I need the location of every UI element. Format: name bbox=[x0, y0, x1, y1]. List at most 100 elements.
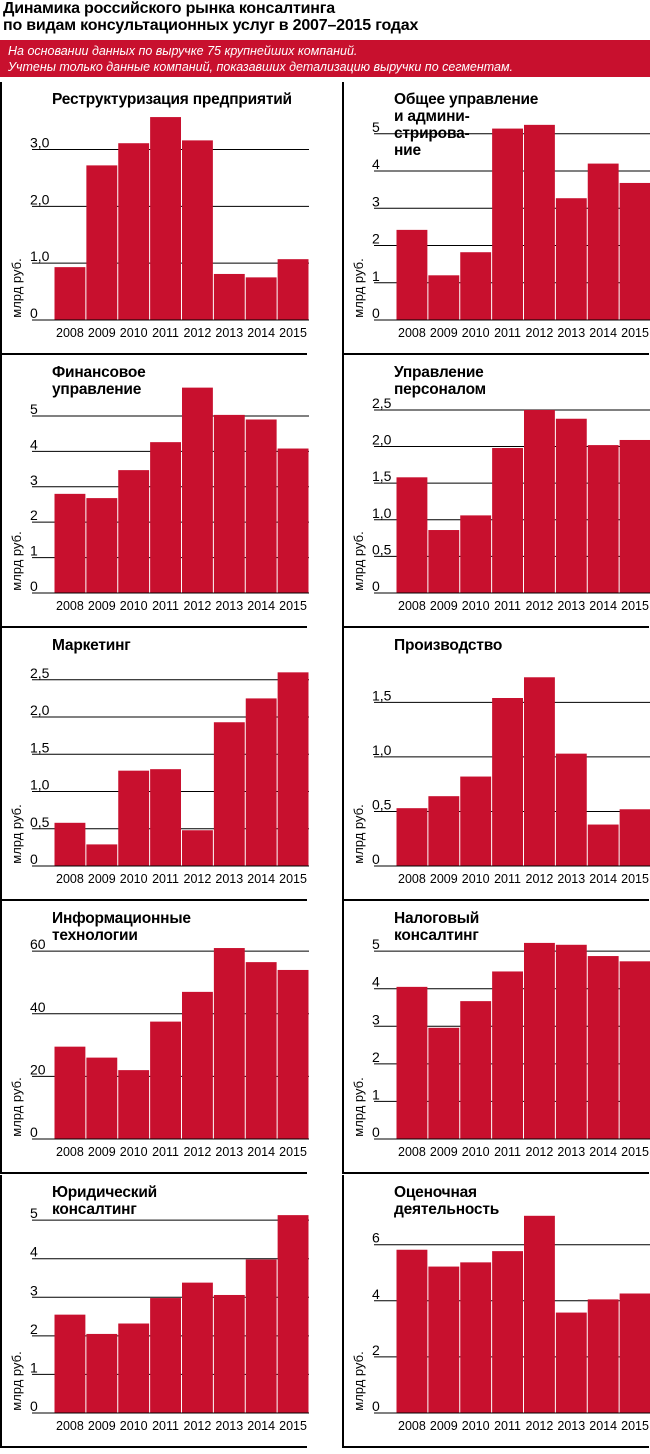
x-tick-label: 2011 bbox=[152, 326, 179, 340]
x-tick-label: 2008 bbox=[398, 1419, 426, 1433]
y-tick-label: 1 bbox=[30, 1359, 38, 1375]
bar-2008 bbox=[396, 986, 428, 1139]
bar-2008 bbox=[396, 808, 428, 866]
x-tick-label: 2013 bbox=[215, 1145, 243, 1159]
y-tick-label: 2,0 bbox=[372, 432, 392, 448]
x-tick-label: 2012 bbox=[526, 599, 554, 613]
chart-panel-9: 0 2 4 6 2008 2009 2010 2011 2012 2013 2014 2015 Оцен… bbox=[342, 1175, 650, 1448]
x-tick-label: 2014 bbox=[247, 872, 275, 886]
x-tick-label: 2011 bbox=[152, 599, 179, 613]
x-tick-label: 2012 bbox=[184, 872, 212, 886]
x-tick-label: 2012 bbox=[184, 599, 212, 613]
bar-2010 bbox=[460, 1001, 492, 1139]
bar-2014 bbox=[587, 445, 619, 593]
x-tick-label: 2011 bbox=[494, 599, 521, 613]
chart-title-line: Юридический bbox=[52, 1184, 157, 1201]
x-tick-label: 2009 bbox=[88, 1419, 116, 1433]
y-axis-label: млрд руб. bbox=[351, 1351, 366, 1411]
y-tick-label: 0,5 bbox=[30, 814, 50, 830]
x-tick-label: 2009 bbox=[88, 872, 116, 886]
chart-title-line: Финансовое bbox=[52, 364, 146, 381]
y-tick-label: 0,5 bbox=[372, 541, 392, 557]
chart-panel-3: 0 0,5 1,0 1,5 2,0 2,5 2008 2009 2010 2011 2012 2013… bbox=[342, 355, 650, 628]
chart-title: Юридический консалтинг bbox=[52, 1184, 292, 1218]
x-tick-label: 2013 bbox=[557, 1419, 585, 1433]
bar-2008 bbox=[54, 267, 86, 320]
chart-title-line: Налоговый bbox=[394, 910, 480, 927]
bar-2010 bbox=[118, 1323, 150, 1413]
y-tick-label: 1,0 bbox=[30, 777, 50, 793]
y-axis-label: млрд руб. bbox=[9, 1351, 24, 1411]
y-tick-label: 1,0 bbox=[372, 505, 392, 521]
chart-title-line: деятельность bbox=[394, 1201, 500, 1218]
x-tick-label: 2009 bbox=[88, 599, 116, 613]
bar-2011 bbox=[150, 1298, 181, 1413]
bar-2009 bbox=[86, 1057, 118, 1139]
chart-title-line: и админи- bbox=[394, 108, 470, 125]
bar-2014 bbox=[587, 956, 619, 1139]
x-tick-label: 2012 bbox=[184, 1145, 212, 1159]
bar-2008 bbox=[54, 1046, 86, 1139]
chart-title-line: персоналом bbox=[394, 381, 486, 398]
y-tick-label: 1,5 bbox=[372, 468, 392, 484]
x-tick-label: 2013 bbox=[215, 599, 243, 613]
x-tick-label: 2012 bbox=[184, 1419, 212, 1433]
bar-2015 bbox=[277, 1215, 309, 1413]
x-tick-label: 2011 bbox=[494, 326, 521, 340]
bar-2011 bbox=[492, 1251, 523, 1413]
bar-2014 bbox=[587, 1299, 619, 1413]
y-tick-label: 0 bbox=[372, 851, 380, 867]
y-tick-label: 1 bbox=[372, 1086, 380, 1102]
x-tick-label: 2013 bbox=[557, 872, 585, 886]
chart-title: Информационные технологии bbox=[52, 910, 292, 944]
chart-title: Финансовое управление bbox=[52, 364, 292, 398]
bar-2012 bbox=[182, 1282, 213, 1413]
bar-2015 bbox=[277, 672, 309, 866]
y-tick-label: 4 bbox=[30, 436, 38, 452]
bar-2012 bbox=[182, 830, 213, 866]
x-tick-label: 2011 bbox=[494, 1419, 521, 1433]
bar-2012 bbox=[182, 991, 213, 1139]
y-tick-label: 2,0 bbox=[30, 702, 50, 718]
chart-panel-5: 0 0,5 1,0 1,5 2008 2009 2010 2011 2012 2013 2014 20… bbox=[342, 628, 650, 901]
y-axis-label: млрд руб. bbox=[351, 531, 366, 591]
x-tick-label: 2010 bbox=[120, 1419, 148, 1433]
bar-2009 bbox=[86, 1333, 118, 1413]
bar-2010 bbox=[118, 143, 150, 320]
chart-svg-7: 0 1 2 3 4 5 2008 2009 2010 2011 2012 2013 2014 2015 bbox=[372, 936, 650, 1159]
x-tick-label: 2008 bbox=[398, 599, 426, 613]
x-tick-label: 2013 bbox=[557, 599, 585, 613]
bar-2008 bbox=[396, 229, 428, 320]
y-tick-label: 2,5 bbox=[372, 395, 392, 411]
bar-2013 bbox=[213, 1294, 245, 1413]
y-tick-label: 0 bbox=[372, 305, 380, 321]
x-tick-label: 2011 bbox=[494, 1145, 521, 1159]
y-tick-label: 2,0 bbox=[30, 191, 50, 207]
bar-2010 bbox=[460, 252, 492, 320]
bar-2010 bbox=[118, 470, 150, 593]
x-tick-label: 2010 bbox=[462, 599, 490, 613]
y-axis-label: млрд руб. bbox=[9, 804, 24, 864]
bar-2011 bbox=[492, 698, 523, 866]
x-tick-label: 2014 bbox=[247, 1419, 275, 1433]
bar-2015 bbox=[619, 961, 650, 1139]
bar-2014 bbox=[245, 1259, 277, 1413]
y-tick-label: 2,5 bbox=[30, 665, 50, 681]
bar-2008 bbox=[54, 493, 86, 593]
bar-2013 bbox=[555, 418, 587, 593]
y-tick-label: 0 bbox=[372, 578, 380, 594]
bar-2015 bbox=[277, 259, 309, 320]
y-tick-label: 0 bbox=[30, 1398, 38, 1414]
x-tick-label: 2011 bbox=[152, 1145, 179, 1159]
banner-line-1: На основании данных по выручке 75 крупне… bbox=[8, 44, 358, 58]
info-banner: На основании данных по выручке 75 крупне… bbox=[0, 40, 650, 77]
bar-2015 bbox=[619, 1293, 650, 1413]
chart-title: Управление персоналом bbox=[394, 364, 634, 398]
x-tick-label: 2008 bbox=[56, 599, 84, 613]
y-axis-label: млрд руб. bbox=[9, 1077, 24, 1137]
y-axis-label: млрд руб. bbox=[9, 258, 24, 318]
chart-panel-8: 0 1 2 3 4 5 2008 2009 2010 2011 2012 2013 2014 2015 Юр… bbox=[0, 1175, 309, 1448]
chart-title-line: управление bbox=[52, 381, 142, 398]
bar-2009 bbox=[428, 275, 460, 320]
chart-panel-7: 0 1 2 3 4 5 2008 2009 2010 2011 2012 2013 2014 2015 На… bbox=[342, 901, 650, 1174]
